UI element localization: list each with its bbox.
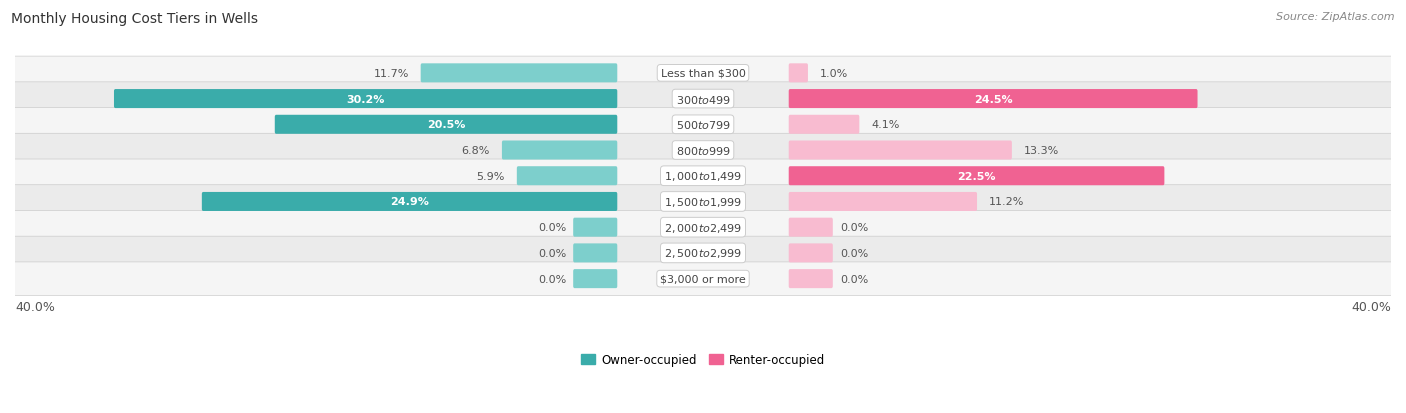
FancyBboxPatch shape xyxy=(789,244,832,263)
FancyBboxPatch shape xyxy=(574,244,617,263)
FancyBboxPatch shape xyxy=(13,108,1393,142)
Text: 40.0%: 40.0% xyxy=(1351,301,1391,313)
Text: $800 to $999: $800 to $999 xyxy=(675,145,731,157)
Text: Less than $300: Less than $300 xyxy=(661,69,745,78)
Text: 5.9%: 5.9% xyxy=(477,171,505,181)
FancyBboxPatch shape xyxy=(502,141,617,160)
Text: 0.0%: 0.0% xyxy=(839,274,868,284)
Text: Source: ZipAtlas.com: Source: ZipAtlas.com xyxy=(1277,12,1395,22)
Text: $3,000 or more: $3,000 or more xyxy=(661,274,745,284)
Text: 0.0%: 0.0% xyxy=(839,248,868,258)
FancyBboxPatch shape xyxy=(13,237,1393,270)
Text: 22.5%: 22.5% xyxy=(957,171,995,181)
FancyBboxPatch shape xyxy=(202,192,617,211)
Text: 0.0%: 0.0% xyxy=(839,223,868,233)
Text: 13.3%: 13.3% xyxy=(1024,146,1059,156)
Text: 0.0%: 0.0% xyxy=(538,248,567,258)
FancyBboxPatch shape xyxy=(114,90,617,109)
Text: 0.0%: 0.0% xyxy=(538,223,567,233)
FancyBboxPatch shape xyxy=(574,269,617,288)
Text: $1,000 to $1,499: $1,000 to $1,499 xyxy=(664,170,742,183)
FancyBboxPatch shape xyxy=(789,141,1012,160)
Text: 20.5%: 20.5% xyxy=(427,120,465,130)
FancyBboxPatch shape xyxy=(789,90,1198,109)
Text: $2,500 to $2,999: $2,500 to $2,999 xyxy=(664,247,742,260)
Text: $2,000 to $2,499: $2,000 to $2,499 xyxy=(664,221,742,234)
Text: 11.2%: 11.2% xyxy=(988,197,1025,207)
FancyBboxPatch shape xyxy=(13,262,1393,296)
FancyBboxPatch shape xyxy=(789,64,808,83)
Text: 30.2%: 30.2% xyxy=(346,94,385,104)
Text: $500 to $799: $500 to $799 xyxy=(675,119,731,131)
Text: 0.0%: 0.0% xyxy=(538,274,567,284)
FancyBboxPatch shape xyxy=(13,211,1393,244)
Legend: Owner-occupied, Renter-occupied: Owner-occupied, Renter-occupied xyxy=(576,349,830,371)
FancyBboxPatch shape xyxy=(789,269,832,288)
Text: Monthly Housing Cost Tiers in Wells: Monthly Housing Cost Tiers in Wells xyxy=(11,12,259,26)
Text: 4.1%: 4.1% xyxy=(872,120,900,130)
FancyBboxPatch shape xyxy=(274,116,617,135)
FancyBboxPatch shape xyxy=(13,57,1393,90)
FancyBboxPatch shape xyxy=(13,134,1393,167)
Text: 24.9%: 24.9% xyxy=(389,197,429,207)
Text: 1.0%: 1.0% xyxy=(820,69,848,78)
Text: $300 to $499: $300 to $499 xyxy=(675,93,731,105)
FancyBboxPatch shape xyxy=(789,116,859,135)
Text: 40.0%: 40.0% xyxy=(15,301,55,313)
FancyBboxPatch shape xyxy=(13,83,1393,116)
FancyBboxPatch shape xyxy=(517,167,617,186)
FancyBboxPatch shape xyxy=(420,64,617,83)
Text: 11.7%: 11.7% xyxy=(374,69,409,78)
FancyBboxPatch shape xyxy=(789,218,832,237)
FancyBboxPatch shape xyxy=(13,185,1393,218)
FancyBboxPatch shape xyxy=(13,160,1393,193)
FancyBboxPatch shape xyxy=(574,218,617,237)
Text: $1,500 to $1,999: $1,500 to $1,999 xyxy=(664,195,742,209)
FancyBboxPatch shape xyxy=(789,167,1164,186)
Text: 6.8%: 6.8% xyxy=(461,146,489,156)
FancyBboxPatch shape xyxy=(789,192,977,211)
Text: 24.5%: 24.5% xyxy=(974,94,1012,104)
